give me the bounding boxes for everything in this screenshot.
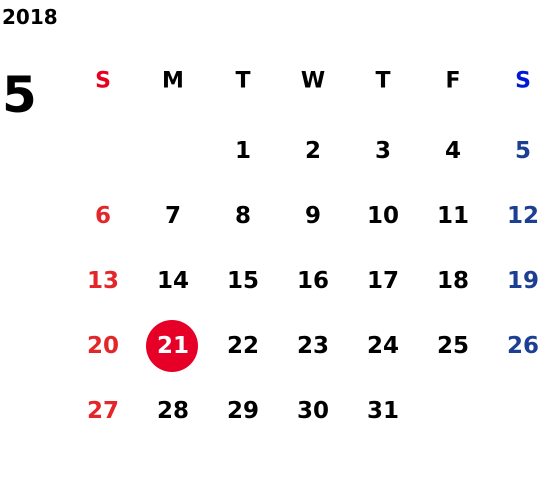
day: 23 <box>297 333 329 359</box>
day: 18 <box>437 268 469 294</box>
day: 7 <box>165 203 181 229</box>
day: 15 <box>227 268 259 294</box>
weekday-header: M <box>162 69 184 94</box>
weekday-header: T <box>375 69 390 94</box>
day: 14 <box>157 268 189 294</box>
weekday-header: S <box>95 69 111 94</box>
day: 21 <box>157 333 189 359</box>
day: 10 <box>367 203 399 229</box>
day: 2 <box>305 138 321 164</box>
weekday-header: T <box>235 69 250 94</box>
day: 5 <box>515 138 531 164</box>
day: 3 <box>375 138 391 164</box>
day: 13 <box>87 268 119 294</box>
day: 4 <box>445 138 461 164</box>
day: 17 <box>367 268 399 294</box>
day: 6 <box>95 203 111 229</box>
day: 30 <box>297 398 329 424</box>
weekday-header: S <box>515 69 531 94</box>
day: 28 <box>157 398 189 424</box>
day: 1 <box>235 138 251 164</box>
day: 9 <box>305 203 321 229</box>
day: 27 <box>87 398 119 424</box>
day: 29 <box>227 398 259 424</box>
day: 16 <box>297 268 329 294</box>
year: 2018 <box>2 5 58 29</box>
day: 31 <box>367 398 399 424</box>
day: 24 <box>367 333 399 359</box>
day: 8 <box>235 203 251 229</box>
weekday-header: F <box>445 69 460 94</box>
day: 20 <box>87 333 119 359</box>
weekday-header: W <box>301 69 325 94</box>
day: 11 <box>437 203 469 229</box>
month: 5 <box>2 66 37 124</box>
selected-day-marker <box>146 320 198 372</box>
day: 12 <box>507 203 539 229</box>
day: 26 <box>507 333 539 359</box>
day: 25 <box>437 333 469 359</box>
day: 22 <box>227 333 259 359</box>
day: 19 <box>507 268 539 294</box>
